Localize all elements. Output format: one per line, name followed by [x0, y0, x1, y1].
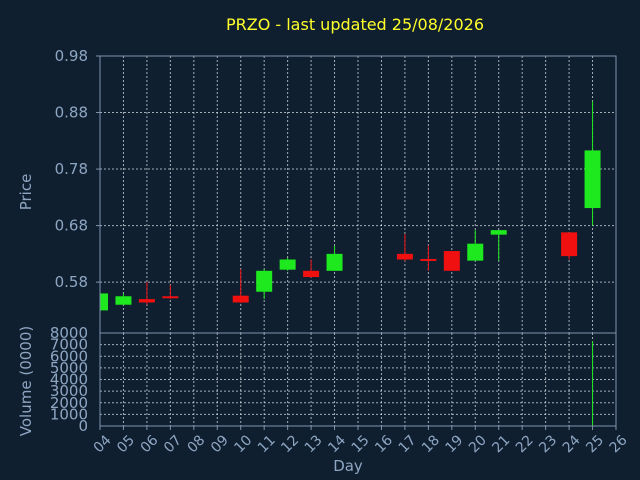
day-tick-label: 06 — [138, 432, 162, 456]
candle-17 — [396, 234, 413, 262]
candle-04 — [99, 293, 108, 311]
candle-body — [232, 295, 249, 303]
candle-body — [584, 150, 601, 209]
candle-body — [115, 296, 132, 305]
price-axis-label: Price — [17, 174, 35, 211]
day-tick-label: 17 — [396, 432, 420, 456]
day-tick-label: 13 — [302, 432, 326, 456]
candle-05 — [115, 293, 132, 305]
candle-body — [326, 253, 343, 271]
candle-body — [100, 293, 108, 311]
price-axis: 0.98 0.88 0.78 0.68 0.58 — [55, 47, 100, 291]
price-tick-label: 0.98 — [55, 47, 88, 65]
day-tick-label: 26 — [607, 432, 631, 456]
candle-14 — [326, 245, 343, 271]
candle-body — [561, 232, 578, 257]
day-tick-label: 04 — [91, 432, 115, 456]
volume-grid — [99, 332, 617, 427]
candle-body — [396, 253, 413, 260]
chart-title: PRZO - last updated 25/08/2026 — [226, 15, 484, 34]
candle-body — [279, 259, 296, 270]
candle-series — [99, 101, 601, 311]
candle-body — [138, 299, 155, 303]
day-tick-label: 24 — [560, 432, 584, 456]
day-tick-label: 15 — [349, 432, 373, 456]
volume-tick-label: 5000 — [50, 359, 88, 377]
price-tick-label: 0.68 — [55, 217, 88, 235]
volume-tick-label: 3000 — [50, 382, 88, 400]
candle-07 — [162, 284, 179, 300]
candle-24 — [561, 232, 578, 260]
day-tick-label: 07 — [161, 432, 185, 456]
candle-21 — [490, 230, 507, 261]
candle-13 — [303, 259, 320, 278]
volume-tick-label: 0 — [78, 417, 88, 435]
volume-tick-label: 6000 — [50, 347, 88, 365]
price-tick-label: 0.88 — [55, 104, 88, 122]
candle-body — [162, 296, 179, 299]
candle-12 — [279, 257, 296, 271]
day-tick-label: 16 — [372, 432, 396, 456]
volume-tick-label: 2000 — [50, 394, 88, 412]
candle-18 — [420, 245, 437, 271]
volume-tick-label: 4000 — [50, 371, 88, 389]
day-tick-label: 11 — [255, 432, 279, 456]
day-tick-label: 23 — [536, 432, 560, 456]
day-tick-label: 21 — [489, 432, 513, 456]
candle-body — [467, 243, 484, 261]
day-tick-label: 12 — [278, 432, 302, 456]
day-tick-label: 05 — [114, 432, 138, 456]
day-tick-label: 25 — [583, 432, 607, 456]
day-axis: 04 05 06 07 08 09 10 11 12 13 14 15 16 17 18 19 20 21 22 23… — [91, 426, 631, 456]
volume-tick-label: 8000 — [50, 324, 88, 342]
x-axis-label: Day — [333, 457, 363, 475]
candle-body — [303, 270, 320, 278]
volume-tick-label: 1000 — [50, 405, 88, 423]
candle-body — [420, 258, 437, 261]
day-tick-label: 19 — [443, 432, 467, 456]
day-tick-label: 20 — [466, 432, 490, 456]
candle-body — [490, 230, 507, 235]
candle-06 — [138, 282, 155, 305]
candle-11 — [256, 269, 273, 300]
day-tick-label: 09 — [208, 432, 232, 456]
volume-axis-label: Volume (0000) — [17, 326, 35, 436]
price-tick-label: 0.58 — [55, 273, 88, 291]
price-tick-label: 0.78 — [55, 160, 88, 178]
day-tick-label: 10 — [231, 432, 255, 456]
candle-25 — [584, 101, 601, 226]
candle-10 — [232, 269, 249, 304]
candle-20 — [467, 230, 484, 261]
day-tick-label: 18 — [419, 432, 443, 456]
candle-19 — [443, 251, 460, 271]
day-tick-label: 14 — [325, 432, 349, 456]
candle-body — [256, 270, 273, 292]
day-tick-label: 08 — [185, 432, 209, 456]
price-grid — [99, 55, 617, 333]
volume-tick-label: 7000 — [50, 336, 88, 354]
candle-body — [443, 251, 460, 271]
day-tick-label: 22 — [513, 432, 537, 456]
